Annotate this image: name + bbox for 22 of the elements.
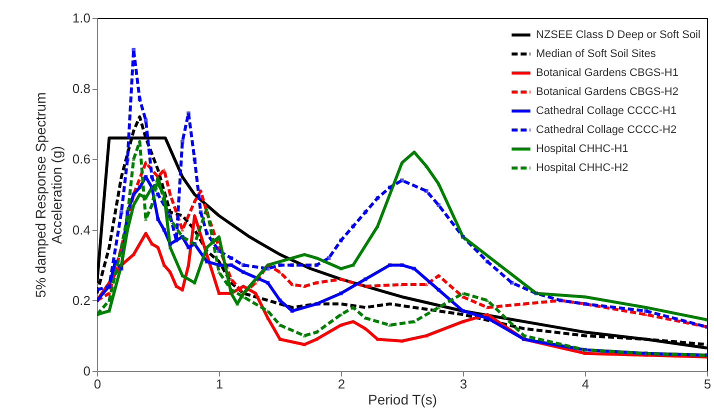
x-tick-label: 2 bbox=[338, 376, 346, 392]
x-axis-title: Period T(s) bbox=[368, 392, 437, 408]
legend-label: Hospital CHHC-H2 bbox=[536, 162, 628, 174]
legend-label: Hospital CHHC-H1 bbox=[536, 143, 628, 155]
x-tick-label: 1 bbox=[216, 376, 224, 392]
legend-label: NZSEE Class D Deep or Soft Soil bbox=[536, 29, 700, 41]
legend-label: Cathedral Collage CCCC-H2 bbox=[536, 124, 677, 136]
legend-label: Cathedral Collage CCCC-H1 bbox=[536, 105, 677, 117]
x-tick-label: 4 bbox=[582, 376, 590, 392]
legend-label: Median of Soft Soil Sites bbox=[536, 48, 656, 60]
x-tick-label: 0 bbox=[94, 376, 102, 392]
x-tick-label: 3 bbox=[460, 376, 468, 392]
legend-label: Botanical Gardens CBGS-H2 bbox=[536, 86, 678, 98]
y-tick-label: 0.6 bbox=[72, 152, 90, 167]
y-axis-title: 5% damped Response Spectrum Acceleration (g) bbox=[32, 92, 64, 298]
y-tick-label: 0.4 bbox=[72, 222, 90, 238]
legend-label: Botanical Gardens CBGS-H1 bbox=[536, 67, 678, 79]
y-tick-label: 0.8 bbox=[72, 81, 90, 96]
y-tick-label: 1.0 bbox=[72, 10, 90, 26]
y-tick-label: 0 bbox=[83, 364, 90, 378]
x-tick-label: 5 bbox=[704, 376, 712, 392]
y-tick-label: 0.2 bbox=[72, 292, 90, 308]
